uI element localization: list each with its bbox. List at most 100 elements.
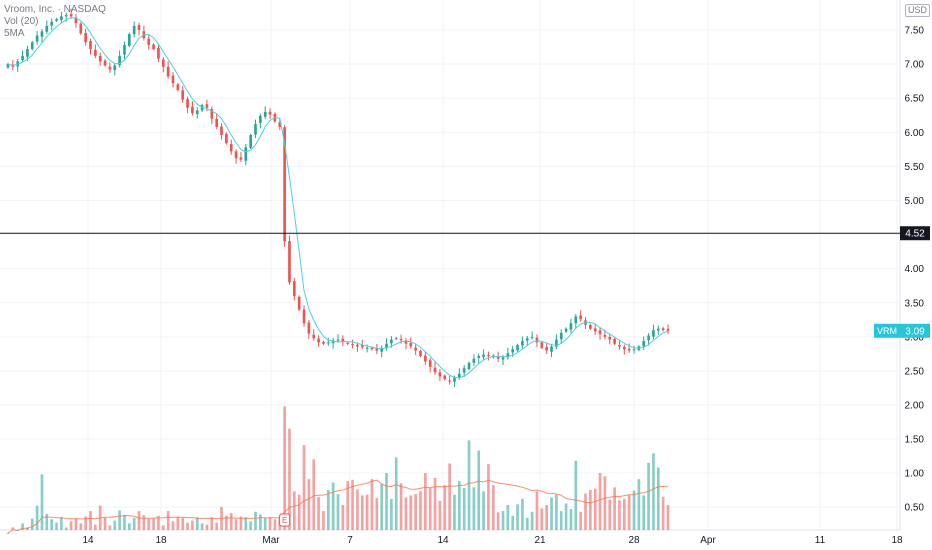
price-tick-label: 5.00 — [905, 196, 925, 207]
volume-bar — [307, 479, 311, 530]
volume-bar — [545, 504, 549, 530]
time-tick-label: 14 — [82, 535, 94, 546]
volume-bar — [535, 491, 539, 530]
volume-bar — [152, 518, 155, 530]
volume-bar — [195, 517, 199, 530]
volume-bar — [637, 479, 641, 530]
volume-bar — [79, 523, 83, 530]
candle-body — [457, 373, 461, 378]
volume-bar — [40, 474, 44, 530]
volume-bars — [6, 406, 670, 534]
ma-legend[interactable]: 5MA — [4, 28, 25, 39]
volume-bar — [385, 473, 388, 530]
candle-body — [540, 342, 544, 348]
volume-bar — [613, 487, 616, 530]
volume-bar — [346, 481, 350, 530]
volume-bar — [622, 498, 626, 530]
candle-body — [462, 368, 466, 373]
candle-body — [249, 135, 252, 148]
candle-body — [385, 343, 388, 349]
volume-bar — [137, 511, 141, 530]
volume-bar — [632, 490, 636, 530]
candle-body — [477, 355, 481, 358]
candle-body — [322, 341, 325, 344]
candle-body — [229, 144, 233, 152]
chart-grid — [0, 0, 901, 531]
time-tick-label: 21 — [534, 535, 546, 546]
candle-body — [283, 127, 286, 242]
volume-bar — [244, 517, 248, 530]
volume-bar — [210, 517, 214, 530]
volume-bar — [453, 494, 456, 530]
candle-body — [419, 350, 422, 356]
symbol-title[interactable]: Vroom, Inc. · NASDAQ — [4, 4, 106, 15]
volume-bar — [598, 473, 602, 530]
volume-bar — [239, 516, 243, 530]
volume-legend[interactable]: Vol (20) — [4, 16, 39, 27]
candle-body — [181, 90, 185, 100]
candle-body — [147, 38, 151, 46]
volume-bar — [516, 504, 519, 530]
volume-bar — [521, 498, 524, 530]
candle-body — [545, 346, 549, 351]
candle-body — [263, 111, 267, 117]
volume-bar — [569, 509, 573, 530]
volume-bar — [506, 504, 510, 530]
volume-bar — [351, 479, 354, 530]
candle-body — [302, 309, 306, 324]
volume-bar — [365, 494, 369, 530]
candle-body — [152, 44, 155, 50]
candle-body — [317, 338, 320, 343]
volume-tick-label: 1.50 — [905, 435, 925, 446]
price-tick-label: 6.00 — [905, 128, 925, 139]
candle-body — [220, 126, 223, 136]
svg-text:4.52: 4.52 — [905, 229, 925, 240]
candle-body — [26, 49, 29, 57]
candle-body — [360, 345, 364, 348]
volume-bar — [297, 494, 301, 530]
volume-bar — [263, 517, 267, 530]
time-axis[interactable]: 14 18 Mar 7 14 21 28 Apr 11 18 — [82, 535, 903, 546]
volume-bar — [419, 491, 422, 530]
time-tick-label: 28 — [628, 535, 640, 546]
candle-body — [647, 335, 650, 341]
volume-bar — [161, 525, 165, 530]
candle-body — [118, 55, 121, 66]
candle-body — [69, 14, 73, 17]
volume-bar — [642, 495, 646, 530]
volume-bar — [186, 522, 189, 530]
candle-body — [98, 55, 102, 62]
volume-bar — [457, 481, 461, 530]
volume-bar — [652, 453, 655, 530]
volume-bar — [181, 517, 185, 530]
volume-ma-line — [7, 479, 669, 534]
volume-bar — [215, 522, 219, 530]
volume-bar — [123, 515, 126, 530]
currency-button[interactable]: USD — [905, 4, 931, 17]
candle-body — [326, 342, 330, 344]
candle-body — [627, 348, 631, 351]
price-axis[interactable]: 2.503.003.504.004.505.005.506.006.507.00… — [905, 26, 925, 514]
volume-bar — [302, 445, 306, 530]
candle-body — [84, 33, 87, 43]
candle-body — [496, 356, 500, 359]
earnings-marker[interactable]: E — [279, 513, 291, 527]
candle-body — [341, 338, 345, 342]
candle-body — [506, 353, 510, 358]
candle-body — [652, 330, 655, 337]
volume-bar — [360, 495, 364, 530]
candle-body — [21, 55, 24, 61]
candle-body — [530, 336, 534, 338]
last-price-label: VRM 3.09 — [874, 323, 930, 338]
volume-bar — [205, 524, 209, 530]
volume-bar — [375, 498, 379, 530]
volume-bar — [482, 491, 485, 530]
candle-body — [642, 340, 646, 347]
price-candles — [6, 8, 670, 388]
candle-body — [666, 328, 670, 331]
candle-body — [64, 14, 68, 17]
volume-bar — [491, 485, 495, 530]
volume-bar — [317, 496, 320, 530]
volume-bar — [69, 521, 73, 530]
